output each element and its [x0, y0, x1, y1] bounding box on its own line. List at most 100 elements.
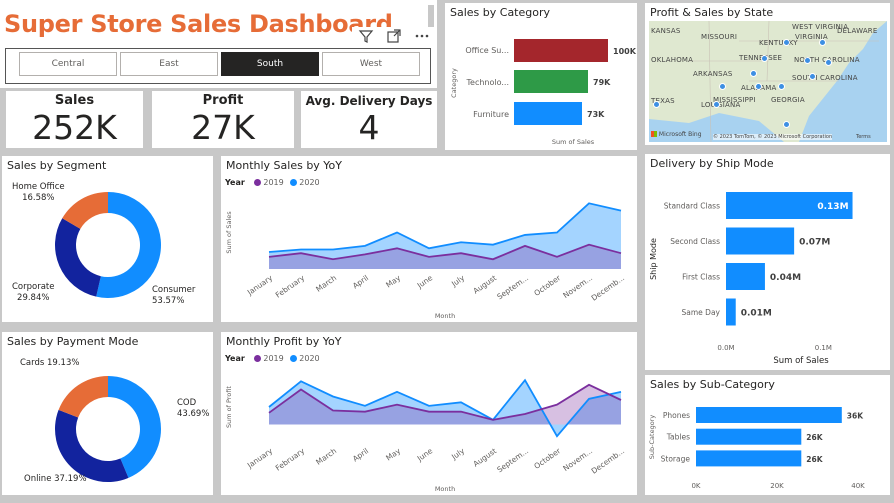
state-label: WEST VIRGINIA [792, 23, 849, 31]
legend-dot-2019 [254, 355, 262, 362]
kpi-value: 27K [191, 108, 255, 147]
segment-pct: 53.57% [152, 296, 185, 306]
line-2019 [268, 383, 622, 421]
legend: Year 2019 2020 [225, 354, 320, 363]
value-label-technology: 79K [593, 78, 611, 87]
y-axis-title: Ship Mode [649, 238, 658, 280]
bar-value-label: 0.13M [817, 202, 848, 212]
slicer-option-east[interactable]: East [120, 52, 218, 76]
donut-label-corporate: Corporate 29.84% [12, 282, 55, 304]
bar [726, 263, 765, 290]
slicer-option-south[interactable]: South [221, 52, 319, 76]
legend-title: Year [225, 354, 245, 363]
state-label: DELAWARE [837, 27, 878, 35]
map-bubble[interactable] [819, 39, 826, 46]
legend-item-2019[interactable]: 2019 [263, 354, 284, 363]
legend-dot-2019 [254, 179, 262, 186]
map-bubble[interactable] [653, 101, 660, 108]
area-2020 [269, 203, 621, 269]
x-tick-label: January [245, 273, 275, 298]
x-tick-label: 20K [770, 482, 784, 490]
legend-dot-2020 [290, 355, 298, 362]
panel-title: Profit & Sales by State [650, 6, 774, 19]
panel-title: Monthly Profit by YoY [226, 335, 342, 348]
bar [726, 298, 736, 326]
map-bubble[interactable] [809, 73, 816, 80]
header-panel: Super Store Sales Dashboard Central East… [0, 0, 437, 88]
x-tick-label: October [532, 273, 562, 298]
x-tick-label: 40K [851, 482, 865, 490]
panel-title: Sales by Payment Mode [7, 335, 139, 348]
map-bubble[interactable] [719, 83, 726, 90]
filter-icon[interactable] [358, 28, 374, 48]
dashboard-title: Super Store Sales Dashboard [4, 10, 393, 38]
slicer-option-central[interactable]: Central [19, 52, 117, 76]
category-label-furniture: Furniture [473, 110, 509, 119]
x-tick-label: May [384, 273, 402, 290]
state-label: GEORGIA [771, 96, 805, 104]
x-tick-label: August [471, 446, 498, 468]
donut-slice-consumer [96, 192, 161, 298]
legend-item-2020[interactable]: 2020 [299, 354, 320, 363]
state-label: OKLAHOMA [651, 56, 694, 64]
donut-label-cards: Cards 19.13% [20, 358, 80, 368]
sales-by-segment-panel: Sales by Segment Home Office 16.58% Corp… [2, 156, 213, 322]
profit-sales-by-state-panel: Profit & Sales by State KANSAS MISSOURI … [645, 3, 890, 145]
x-tick-label: February [274, 273, 307, 300]
legend-item-2019[interactable]: 2019 [263, 178, 284, 187]
segment-pct: 29.84% [17, 293, 50, 303]
state-label: MISSOURI [701, 33, 738, 41]
state-label: TEXAS [651, 97, 675, 105]
x-tick-label: Decemb... [590, 273, 627, 302]
payment-donut-chart [55, 376, 161, 482]
map-terms-link[interactable]: Terms [856, 134, 871, 140]
donut-slice-cod [108, 376, 161, 478]
bar [696, 450, 802, 467]
slicer-option-west[interactable]: West [322, 52, 420, 76]
windows-logo-icon [651, 131, 657, 137]
map-bubble[interactable] [778, 83, 785, 90]
ship-mode-bar-chart: Standard Class 0.13M Second Class 0.07M Firs… [649, 192, 853, 366]
map-bubble[interactable] [825, 59, 832, 66]
bar-category-label: Standard Class [664, 202, 720, 211]
map-bubble[interactable] [783, 121, 790, 128]
map-bubble[interactable] [783, 39, 790, 46]
panel-title: Delivery by Ship Mode [650, 157, 774, 170]
axis-label-sum-of-sales: Sum of Sales [552, 138, 595, 146]
x-tick-label: February [274, 446, 307, 473]
donut-label-consumer: Consumer 53.57% [152, 285, 195, 307]
donut-slice-online [55, 409, 129, 482]
legend-item-2020[interactable]: 2020 [299, 178, 320, 187]
donut-slice-cards [58, 376, 108, 418]
map-bubble[interactable] [755, 83, 762, 90]
kpi-label: Sales [54, 93, 95, 108]
x-tick-label: 0K [691, 482, 700, 490]
delivery-by-ship-mode-panel: Delivery by Ship Mode Standard Class 0.13… [645, 154, 890, 370]
donut-slice-corporate [54, 218, 101, 297]
x-tick-label: 0.1M [815, 344, 832, 352]
map-bubble[interactable] [750, 70, 757, 77]
map-canvas[interactable]: KANSAS MISSOURI KENTUCKY WEST VIRGINIA V… [649, 21, 887, 142]
kpi-label: Avg. Delivery Days [305, 94, 433, 108]
x-tick-label: June [415, 446, 435, 464]
map-bubble[interactable] [713, 101, 720, 108]
map-bubble[interactable] [761, 55, 768, 62]
state-label: KENTUCKY [759, 39, 798, 47]
donut-slice-home-office [62, 192, 108, 229]
bar-category-label: First Class [682, 273, 720, 282]
kpi-label: Profit [202, 93, 244, 108]
line-2020 [268, 378, 622, 438]
kpi-card-delivery-days: Avg. Delivery Days 4 [301, 91, 437, 148]
donut-label-home-office: Home Office 16.58% [12, 182, 65, 204]
bar-category-label: Tables [666, 433, 690, 442]
segment-name: Corporate [12, 282, 55, 292]
scrollbar[interactable] [428, 5, 434, 27]
more-options-icon[interactable] [414, 28, 430, 48]
focus-mode-icon[interactable] [386, 28, 402, 48]
state-label: TENNESSEE [739, 54, 782, 62]
x-axis-title: Month [435, 312, 455, 320]
map-bubble[interactable] [804, 57, 811, 64]
kpi-card-profit: Profit 27K [152, 91, 294, 148]
bar [726, 192, 853, 219]
x-tick-label: March [314, 446, 338, 467]
